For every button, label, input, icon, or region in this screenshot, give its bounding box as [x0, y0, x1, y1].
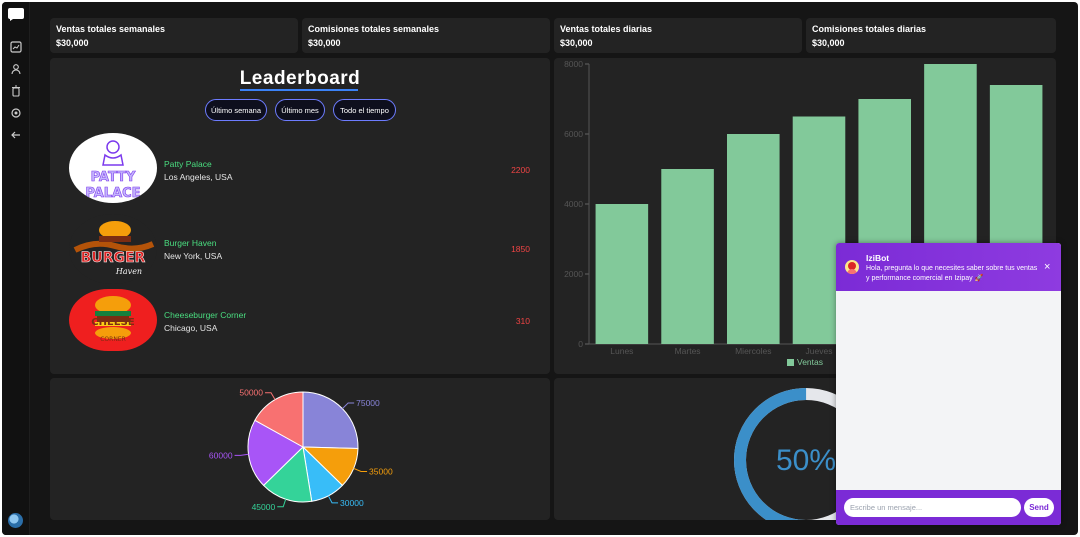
patty-palace-logo: PATTY PALACE: [69, 133, 157, 203]
entry-score: 2200: [511, 165, 530, 175]
svg-text:CORNER: CORNER: [100, 336, 126, 343]
legend-swatch: [787, 359, 794, 366]
svg-text:CHEESE: CHEESE: [91, 317, 135, 328]
bar[interactable]: [595, 204, 649, 344]
sidebar: [2, 2, 30, 535]
x-tick-label: Martes: [675, 346, 701, 356]
y-tick-label: 4000: [564, 199, 583, 209]
send-button[interactable]: Send: [1024, 498, 1054, 517]
pie-label: 60000: [209, 450, 233, 460]
pie-label-line: [234, 453, 249, 456]
y-tick-label: 6000: [564, 129, 583, 139]
user-icon[interactable]: [9, 62, 23, 76]
entry-name[interactable]: Cheeseburger Corner: [164, 310, 247, 320]
svg-text:PALACE: PALACE: [85, 186, 140, 201]
stat-card-weekly-sales: Ventas totales semanales $30,000: [50, 18, 298, 53]
avatar[interactable]: [8, 513, 23, 528]
burger-haven-logo: BURGER Haven: [69, 214, 157, 284]
y-tick-label: 0: [578, 339, 583, 349]
trash-icon[interactable]: [9, 84, 23, 98]
stat-title: Ventas totales semanales: [56, 24, 166, 34]
chatbot-name: IziBot: [866, 253, 890, 263]
pie-label: 30000: [340, 498, 364, 508]
title-underline: [240, 89, 358, 91]
message-input[interactable]: Escribe un mensaje...: [844, 498, 1021, 517]
x-tick-label: Miercoles: [735, 346, 771, 356]
chatbot-widget: IziBot Hola, pregunta lo que necesites s…: [836, 243, 1061, 525]
filter-all-time-button[interactable]: Todo el tiempo: [333, 99, 396, 121]
gauge-fill: [734, 388, 878, 520]
stat-title: Ventas totales diarias: [560, 24, 653, 34]
stat-card-daily-commissions: Comisiones totales diarias $30,000: [806, 18, 1056, 53]
close-icon[interactable]: ×: [1044, 261, 1051, 273]
stat-value: $30,000: [812, 38, 845, 48]
pie-chart-card: 75000 35000 30000 45000 60000 50000: [50, 378, 550, 520]
pie-label-line: [353, 467, 368, 472]
pie-label-line: [277, 499, 287, 508]
bar[interactable]: [661, 169, 714, 344]
pie-label-line: [327, 495, 339, 504]
x-tick-label: Jueves: [806, 346, 833, 356]
chatbot-footer: Escribe un mensaje... Send: [836, 490, 1061, 525]
chat-logo-icon[interactable]: [8, 8, 24, 21]
pie-label: 50000: [239, 388, 263, 398]
leaderboard-title: Leaderboard: [239, 68, 361, 89]
leaderboard-card: Leaderboard Último semana Último mes Tod…: [50, 58, 550, 374]
bar[interactable]: [727, 134, 780, 344]
pie-label-line: [265, 392, 276, 400]
pie-slice[interactable]: [262, 445, 313, 503]
arrow-left-icon[interactable]: [9, 128, 23, 142]
stat-card-daily-sales: Ventas totales diarias $30,000: [554, 18, 802, 53]
svg-text:PATTY: PATTY: [91, 170, 136, 185]
pie-label: 75000: [356, 398, 380, 408]
chatbot-greeting: Hola, pregunta lo que necesites saber so…: [866, 265, 1038, 282]
entry-score: 1850: [511, 244, 530, 254]
y-tick-label: 8000: [564, 59, 583, 69]
stat-title: Comisiones totales semanales: [308, 24, 440, 34]
settings-icon[interactable]: [9, 106, 23, 120]
filter-last-month-button[interactable]: Último mes: [275, 99, 325, 121]
cheeseburger-corner-logo: CHEESE CORNER: [69, 289, 157, 351]
stat-title: Comisiones totales diarias: [812, 24, 927, 34]
entry-city: New York, USA: [164, 251, 223, 261]
entry-name[interactable]: Patty Palace: [164, 159, 212, 169]
chatbot-header: IziBot Hola, pregunta lo que necesites s…: [836, 243, 1061, 291]
stat-value: $30,000: [308, 38, 341, 48]
entry-score: 310: [515, 316, 530, 326]
legend-label: Ventas: [797, 357, 823, 367]
stat-value: $30,000: [560, 38, 593, 48]
entry-name[interactable]: Burger Haven: [164, 238, 217, 248]
x-tick-label: Lunes: [610, 346, 633, 356]
pie-slice[interactable]: [302, 391, 359, 449]
pie-label: 45000: [252, 502, 276, 512]
entry-city: Chicago, USA: [164, 323, 218, 333]
filter-last-week-button[interactable]: Último semana: [205, 99, 267, 121]
dashboard-icon[interactable]: [9, 40, 23, 54]
bot-avatar-icon: [845, 260, 859, 274]
pie-label-line: [342, 402, 355, 409]
pie-label: 35000: [369, 466, 393, 476]
svg-text:Haven: Haven: [115, 267, 142, 276]
pie-chart: 75000 35000 30000 45000 60000 50000: [209, 388, 393, 512]
stat-card-weekly-commissions: Comisiones totales semanales $30,000: [302, 18, 550, 53]
stat-value: $30,000: [56, 38, 89, 48]
svg-text:BURGER: BURGER: [81, 250, 146, 266]
gauge-value: 50%: [776, 444, 836, 477]
y-tick-label: 2000: [564, 269, 583, 279]
entry-city: Los Angeles, USA: [164, 172, 233, 182]
